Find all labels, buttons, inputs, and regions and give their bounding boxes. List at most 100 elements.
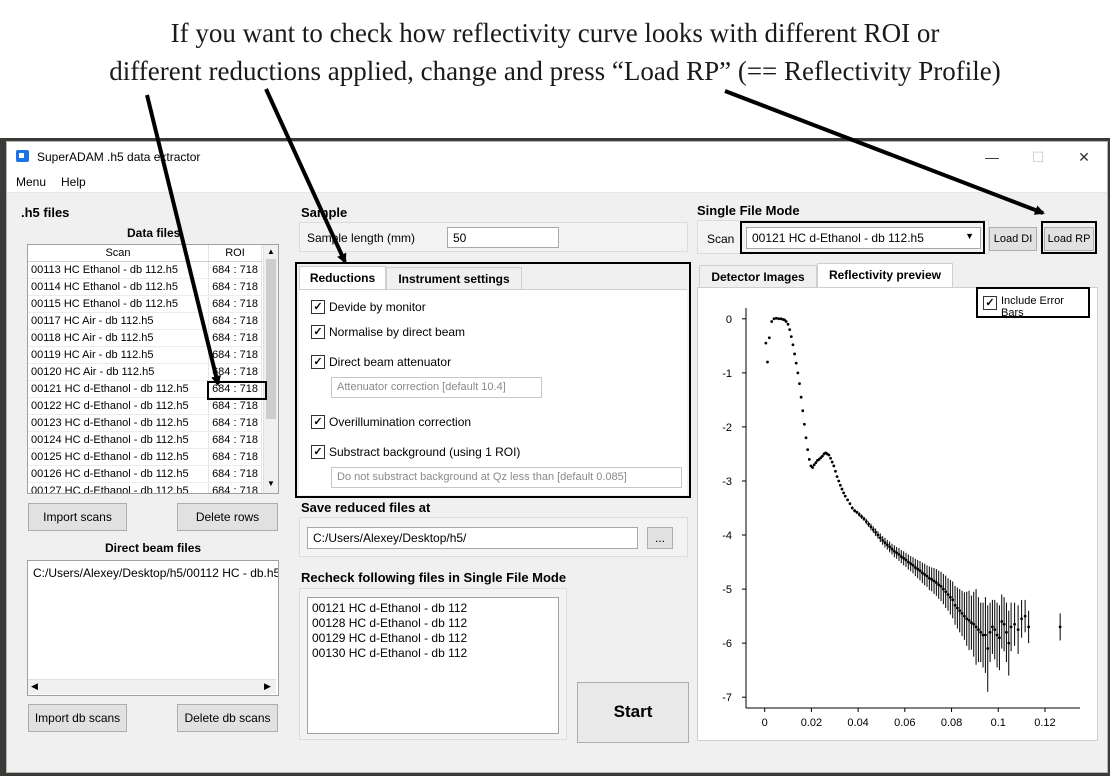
menu-menu[interactable]: Menu [16,175,47,189]
x-tick-label: 0.1 [991,717,1006,729]
scan-cell[interactable]: 00125 HC d-Ethanol - db 112.h5 [28,448,209,466]
scan-cell[interactable]: 00126 HC d-Ethanol - db 112.h5 [28,465,209,483]
scan-cell[interactable]: 00122 HC d-Ethanol - db 112.h5 [28,397,209,415]
table-row[interactable]: 00114 HC Ethanol - db 112.h5 684 : 718 [28,278,262,296]
data-files-scrollbar[interactable]: ▲ ▼ [263,245,278,493]
roi-cell[interactable]: 684 : 718 [208,363,262,381]
scan-cell[interactable]: 00124 HC d-Ethanol - db 112.h5 [28,431,209,449]
load-rp-button[interactable]: Load RP [1044,227,1094,251]
scan-cell[interactable]: 00119 HC Air - db 112.h5 [28,346,209,364]
devide-by-monitor-checkbox[interactable]: ✓ [311,300,325,314]
sample-length-input[interactable]: 50 [447,227,559,248]
direct-beam-list[interactable]: C:/Users/Alexey/Desktop/h5/00112 HC - db… [27,560,279,696]
reductions-tab-panel: Reductions Instrument settings ✓ Devide … [295,262,691,498]
recheck-list[interactable]: 00121 HC d-Ethanol - db 112 00128 HC d-E… [307,597,559,734]
table-row[interactable]: 00121 HC d-Ethanol - db 112.h5 684 : 718 [28,380,262,398]
overillumination-checkbox[interactable]: ✓ [311,415,325,429]
y-tick-label: -4 [722,530,732,542]
scan-cell[interactable]: 00115 HC Ethanol - db 112.h5 [28,295,209,313]
include-error-bars-checkbox[interactable]: ✓ [983,296,997,310]
scroll-up-icon[interactable]: ▲ [267,247,275,256]
browse-button[interactable]: ... [647,527,673,549]
scroll-left-icon[interactable]: ◀ [31,681,38,691]
table-row[interactable]: 00119 HC Air - db 112.h5 684 : 718 [28,346,262,364]
roi-cell[interactable]: 684 : 718 [208,414,262,432]
recheck-item[interactable]: 00129 HC d-Ethanol - db 112 [312,631,468,645]
roi-cell[interactable]: 684 : 718 [208,431,262,449]
scan-cell[interactable]: 00121 HC d-Ethanol - db 112.h5 [28,380,209,398]
scroll-thumb[interactable] [266,259,276,419]
delete-rows-button[interactable]: Delete rows [177,503,278,531]
table-row[interactable]: 00115 HC Ethanol - db 112.h5 684 : 718 [28,295,262,313]
start-button[interactable]: Start [577,682,689,743]
direct-beam-hscrollbar[interactable]: ◀ ▶ [28,679,276,694]
attenuator-correction-input[interactable]: Attenuator correction [default 10.4] [331,377,542,398]
reflectivity-chart[interactable]: 0 0.02 0.04 0.06 0.08 0.1 0.12 0 -1 -2 -3 -4 -5 -6 -7 [698,288,1097,740]
x-tick-label: 0.04 [847,717,868,729]
sample-panel: Sample length (mm) 50 [299,222,688,252]
data-point [830,460,834,464]
scan-cell[interactable]: 00123 HC d-Ethanol - db 112.h5 [28,414,209,432]
roi-cell[interactable]: 684 : 718 [208,329,262,347]
data-point [1020,617,1024,621]
roi-cell[interactable]: 684 : 718 [208,346,262,364]
direct-beam-attenuator-checkbox[interactable]: ✓ [311,355,325,369]
roi-cell[interactable]: 684 : 718 [208,312,262,330]
scan-cell[interactable]: 00118 HC Air - db 112.h5 [28,329,209,347]
roi-cell[interactable]: 684 : 718 [208,482,262,493]
data-point [796,371,800,375]
recheck-item[interactable]: 00130 HC d-Ethanol - db 112 [312,646,468,660]
roi-cell[interactable]: 684 : 718 [208,380,262,398]
scan-cell[interactable]: 00113 HC Ethanol - db 112.h5 [28,261,209,279]
table-row[interactable]: 00118 HC Air - db 112.h5 684 : 718 [28,329,262,347]
roi-cell[interactable]: 684 : 718 [208,278,262,296]
normalise-direct-beam-checkbox[interactable]: ✓ [311,325,325,339]
roi-cell[interactable]: 684 : 718 [208,448,262,466]
load-di-button[interactable]: Load DI [989,227,1037,251]
scan-cell[interactable]: 00127 HC d-Ethanol - db 112.h5 [28,482,209,493]
scroll-down-icon[interactable]: ▼ [267,479,275,488]
recheck-item[interactable]: 00121 HC d-Ethanol - db 112 [312,601,468,615]
y-tick-label: -5 [722,584,732,596]
close-button[interactable]: ✕ [1078,149,1090,165]
scroll-right-icon[interactable]: ▶ [264,681,271,691]
minimize-button[interactable]: — [985,149,999,165]
scan-cell[interactable]: 00117 HC Air - db 112.h5 [28,312,209,330]
data-files-table[interactable]: Scan ROI 00113 HC Ethanol - db 112.h5 684… [27,244,279,494]
import-scans-button[interactable]: Import scans [28,503,127,531]
roi-cell[interactable]: 684 : 718 [208,465,262,483]
table-row[interactable]: 00113 HC Ethanol - db 112.h5 684 : 718 [28,261,262,279]
menu-help[interactable]: Help [61,175,86,189]
app-window: SuperADAM .h5 data extractor — ☐ ✕ Menu … [6,141,1108,773]
table-row[interactable]: 00127 HC d-Ethanol - db 112.h5 684 : 718 [28,482,262,493]
direct-beam-file-item[interactable]: C:/Users/Alexey/Desktop/h5/00112 HC - db… [33,566,279,580]
column-header-roi[interactable]: ROI [208,245,262,262]
import-db-scans-button[interactable]: Import db scans [28,704,127,732]
background-qz-input[interactable]: Do not substract background at Qz less t… [331,467,682,488]
substract-background-checkbox[interactable]: ✓ [311,445,325,459]
maximize-button[interactable]: ☐ [1031,149,1045,165]
roi-cell[interactable]: 684 : 718 [208,295,262,313]
data-point [1005,630,1008,634]
table-row[interactable]: 00123 HC d-Ethanol - db 112.h5 684 : 718 [28,414,262,432]
roi-cell[interactable]: 684 : 718 [208,397,262,415]
delete-db-scans-button[interactable]: Delete db scans [177,704,278,732]
scan-cell[interactable]: 00114 HC Ethanol - db 112.h5 [28,278,209,296]
substract-background-label: Substract background (using 1 ROI) [329,445,521,459]
table-row[interactable]: 00120 HC Air - db 112.h5 684 : 718 [28,363,262,381]
save-path-input[interactable]: C:/Users/Alexey/Desktop/h5/ [307,527,638,549]
recheck-item[interactable]: 00128 HC d-Ethanol - db 112 [312,616,468,630]
scan-cell[interactable]: 00120 HC Air - db 112.h5 [28,363,209,381]
tab-detector-images[interactable]: Detector Images [699,265,817,288]
load-rp-highlight [1041,221,1097,254]
table-row[interactable]: 00126 HC d-Ethanol - db 112.h5 684 : 718 [28,465,262,483]
roi-cell[interactable]: 684 : 718 [208,261,262,279]
scan-select-dropdown[interactable]: 00121 HC d-Ethanol - db 112.h5 ▼ [746,227,981,249]
table-row[interactable]: 00125 HC d-Ethanol - db 112.h5 684 : 718 [28,448,262,466]
table-row[interactable]: 00124 HC d-Ethanol - db 112.h5 684 : 718 [28,431,262,449]
single-file-mode-title: Single File Mode [697,203,800,218]
table-row[interactable]: 00122 HC d-Ethanol - db 112.h5 684 : 718 [28,397,262,415]
data-point [960,612,964,615]
table-row[interactable]: 00117 HC Air - db 112.h5 684 : 718 [28,312,262,330]
column-header-scan[interactable]: Scan [28,245,209,262]
